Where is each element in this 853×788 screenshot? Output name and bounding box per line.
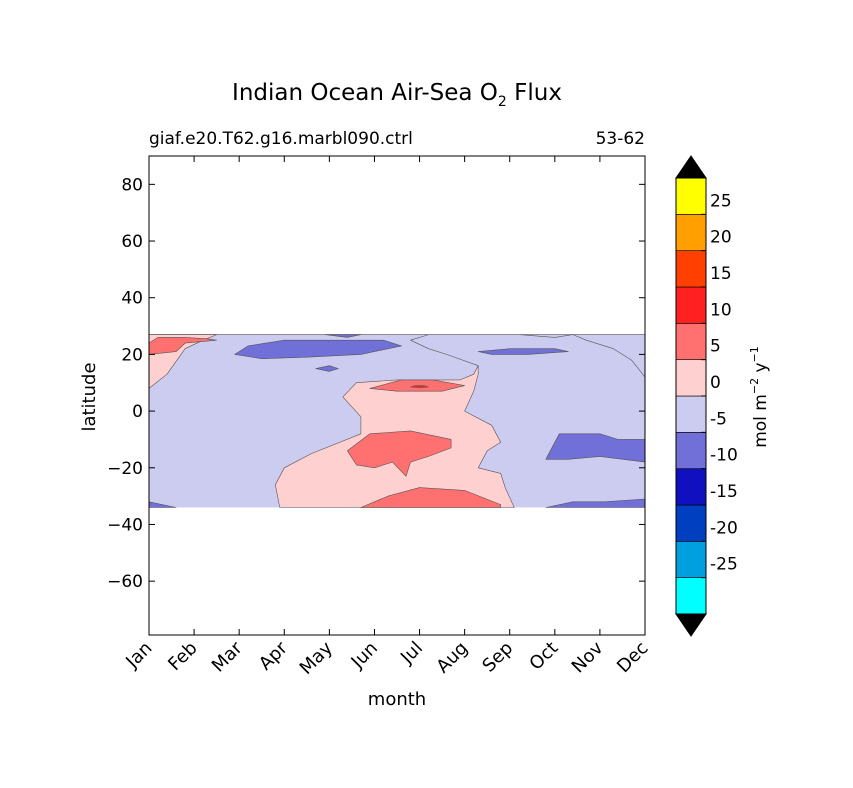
colorbar-box	[675, 177, 707, 215]
colorbar-label-exp1: −2	[748, 378, 761, 394]
contour-region	[324, 334, 362, 338]
contour-region	[347, 430, 452, 477]
colorbar-box	[675, 323, 707, 360]
y-tick-label: 60	[121, 232, 143, 252]
colorbar-tick-label: -25	[710, 555, 738, 575]
contour-region	[148, 334, 646, 508]
colorbar-tick-label: 10	[710, 300, 732, 320]
x-tick-label: Feb	[164, 638, 201, 675]
x-tick-label: Mar	[208, 637, 247, 676]
svg-text:Indian Ocean Air-Sea O2 Flux: Indian Ocean Air-Sea O2 Flux	[232, 80, 562, 110]
colorbar-tick-label: 15	[710, 264, 732, 284]
colorbar-label-exp2: −1	[748, 346, 761, 362]
x-tick-label: May	[296, 637, 337, 678]
x-tick-label: Nov	[568, 637, 608, 677]
case-label: giaf.e20.T62.g16.marbl090.ctrl	[149, 129, 413, 149]
y-tick-label: −20	[107, 459, 143, 479]
colorbar-tick-label: 20	[710, 228, 732, 248]
y-tick-label: 40	[121, 289, 143, 309]
y-tick-label: 80	[121, 175, 143, 195]
colorbar-extend-bottom	[675, 613, 707, 637]
y-axis-ticks: 80 60 40 20 0 −20 −40 −60	[107, 175, 645, 592]
colorbar-ticks: 25 20 15 10 5 0 -5 -10 -15 -20 -25	[701, 191, 738, 579]
colorbar-box	[675, 286, 707, 324]
colorbar-box	[675, 541, 707, 578]
colorbar-box	[675, 359, 707, 397]
colorbar-tick-label: 25	[710, 191, 732, 211]
x-tick-label: Apr	[255, 637, 292, 674]
contour-region	[477, 348, 569, 355]
colorbar-box	[675, 432, 707, 469]
colorbar-label: mol m−2 y−1	[748, 346, 771, 448]
contour-region	[234, 339, 402, 360]
chart-title-subscript: 2	[498, 94, 507, 110]
contour-region	[410, 385, 429, 388]
colorbar: 25 20 15 10 5 0 -5 -10 -15 -20 -25 mol m−2 y−1	[675, 155, 771, 637]
y-axis-label: latitude	[79, 362, 100, 431]
x-tick-label: Aug	[432, 638, 472, 678]
plot-area: Jan Feb Mar Apr May Jun Jul Aug Sep Oct Nov Dec 80 6…	[107, 155, 653, 679]
colorbar-box	[675, 468, 707, 506]
contour-region	[148, 337, 217, 355]
x-tick-label: Oct	[525, 638, 562, 675]
colorbar-label-main: mol m	[751, 394, 771, 448]
contour-fill-layer	[148, 334, 646, 508]
colorbar-tick-label: -15	[710, 482, 738, 502]
y-tick-label: −40	[107, 515, 143, 535]
contour-region	[315, 365, 339, 372]
colorbar-box	[675, 395, 707, 433]
chart-title: Indian Ocean Air-Sea O2 Flux	[232, 80, 562, 110]
colorbar-box	[675, 577, 707, 615]
x-tick-label: Jan	[121, 638, 156, 673]
years-label: 53-62	[596, 129, 645, 149]
chart-title-main: Indian Ocean Air-Sea O	[232, 80, 498, 106]
colorbar-box	[675, 250, 707, 288]
colorbar-tick-label: -10	[710, 446, 738, 466]
contour-region	[360, 487, 502, 508]
y-tick-label: −60	[107, 572, 143, 592]
y-tick-label: 20	[121, 345, 143, 365]
colorbar-extend-top	[675, 155, 707, 179]
x-tick-label: Jul	[396, 638, 427, 669]
x-tick-label: Sep	[478, 638, 517, 677]
y-tick-label: 0	[132, 402, 143, 422]
x-tick-label: Dec	[613, 638, 652, 677]
colorbar-box	[675, 504, 707, 542]
colorbar-box	[675, 214, 707, 251]
colorbar-tick-label: 5	[710, 337, 721, 357]
colorbar-label-mid: y	[751, 362, 771, 377]
plot-frame	[148, 155, 646, 636]
x-tick-label: Jun	[347, 638, 382, 673]
colorbar-tick-label: -5	[710, 409, 727, 429]
colorbar-tick-label: -20	[710, 518, 738, 538]
colorbar-tick-label: 0	[710, 373, 721, 393]
x-axis-label: month	[368, 689, 426, 710]
contour-region	[545, 498, 646, 508]
chart-title-tail: Flux	[507, 80, 562, 106]
